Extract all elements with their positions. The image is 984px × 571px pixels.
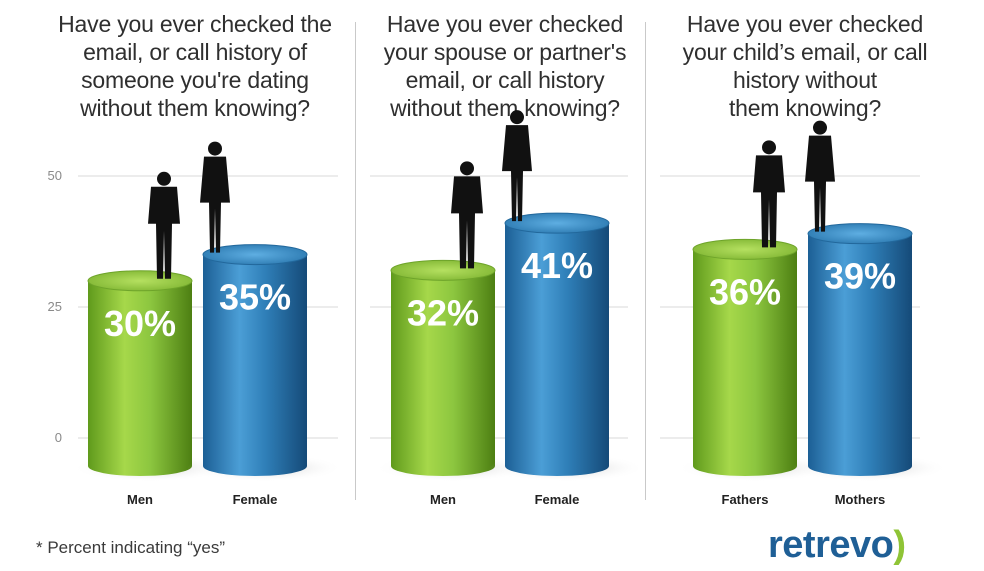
- category-label: Men: [430, 492, 456, 507]
- category-label: Fathers: [722, 492, 769, 507]
- brand-mark-icon: ): [893, 524, 906, 566]
- category-label: Female: [233, 492, 278, 507]
- woman-silhouette-icon: [805, 120, 835, 232]
- y-tick-label: 25: [48, 299, 62, 314]
- category-label: Female: [535, 492, 580, 507]
- bar-value-label: 41%: [521, 245, 593, 286]
- man-silhouette-icon: [148, 171, 180, 279]
- man-silhouette-icon: [753, 140, 785, 248]
- bar-men: [375, 161, 531, 482]
- panel-divider: [355, 22, 356, 500]
- panel-1-title: Have you ever checked the email, or call…: [58, 11, 332, 121]
- panel-divider: [645, 22, 646, 500]
- bar-value-label: 30%: [104, 303, 176, 344]
- panel-3-title: Have you ever checked your child’s email…: [682, 11, 928, 121]
- woman-silhouette-icon: [502, 110, 532, 222]
- y-tick-label: 50: [48, 168, 62, 183]
- category-label: Men: [127, 492, 153, 507]
- woman-silhouette-icon: [200, 141, 230, 253]
- bar-female: [187, 141, 343, 482]
- bar-value-label: 36%: [709, 271, 781, 312]
- y-tick-label: 0: [55, 430, 62, 445]
- category-label: Mothers: [835, 492, 886, 507]
- bar-fathers: [677, 140, 833, 482]
- bar-value-label: 39%: [824, 256, 896, 297]
- footnote: * Percent indicating “yes”: [36, 538, 225, 557]
- panel-2-title: Have you ever checked your spouse or par…: [383, 11, 627, 121]
- man-silhouette-icon: [451, 161, 483, 269]
- brand-name: retrevo: [768, 524, 894, 566]
- bars-layer: 30% Men 35% Female 32% Men 41% Female 36% Fathers…: [72, 110, 948, 507]
- brand-logo: retrevo): [768, 524, 906, 567]
- bar-men: [72, 171, 228, 482]
- bar-value-label: 35%: [219, 277, 291, 318]
- bar-mothers: [792, 120, 948, 482]
- bar-female: [489, 110, 645, 482]
- bar-value-label: 32%: [407, 292, 479, 333]
